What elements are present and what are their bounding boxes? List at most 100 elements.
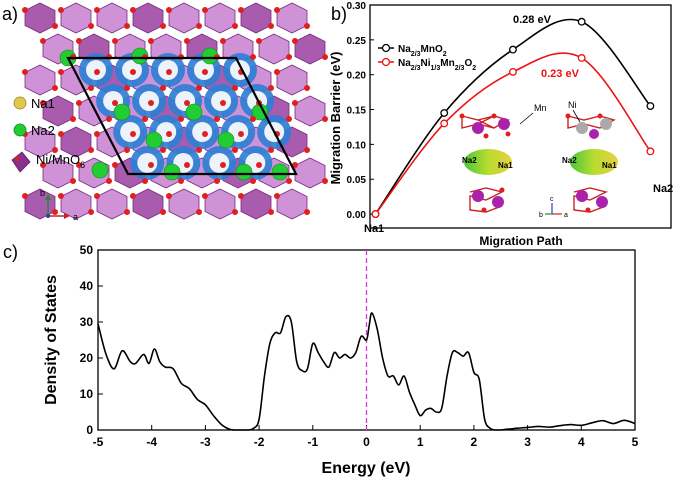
oxygen-atom (202, 193, 208, 199)
dos-y-tick-label: 20 (80, 351, 94, 365)
oxygen-atom (112, 38, 118, 44)
barrier-y-tick-label: 0.25 (347, 36, 367, 47)
oxygen-atom (268, 23, 274, 29)
oxygen-atom (160, 209, 166, 215)
oxygen-atom (178, 116, 184, 122)
oxygen-atom (292, 162, 298, 168)
dos-y-tick-label: 50 (80, 243, 94, 257)
inset-a-label: a (564, 212, 568, 219)
panel-b-label: b) (331, 4, 347, 24)
a-axis-label: a (73, 212, 78, 222)
oxygen-atom (184, 38, 190, 44)
oxygen-atom (124, 209, 130, 215)
oxygen-atom (178, 178, 184, 184)
oxygen-atom (232, 209, 238, 215)
na2-atom (163, 163, 181, 181)
oxygen-atom (106, 116, 112, 122)
oxygen-atom (112, 100, 118, 106)
o-atom (491, 113, 497, 119)
ni-label: Ni (568, 100, 577, 110)
oxygen-atom (88, 209, 94, 215)
o-atom (481, 207, 487, 213)
diffusion-path-tube (570, 149, 618, 175)
o-atom (565, 113, 571, 119)
inset-right-tube: Na2 Na1 (562, 149, 618, 175)
oxygen-atom (232, 85, 238, 91)
oxygen-atom (196, 147, 202, 153)
migration-inset-illustration: Mn Na2 Na1 (459, 100, 618, 219)
oxygen-atom (220, 38, 226, 44)
oxygen-atom (322, 116, 328, 122)
oxygen-atom (238, 7, 244, 13)
oxygen-atom (148, 162, 154, 168)
legend-marker-mno2 (381, 43, 391, 53)
mn-atom (472, 190, 484, 202)
oxygen-atom (268, 147, 274, 153)
oxygen-atom (322, 54, 328, 60)
na2-legend-marker (13, 123, 27, 137)
na1-legend-label: Na1 (31, 96, 55, 111)
diffusion-path-tube (464, 149, 512, 175)
barrier-point (508, 67, 517, 76)
oxygen-atom (76, 38, 82, 44)
dos-x-axis-title: Energy (eV) (322, 460, 411, 477)
legend-label-mno2: Na2/3MnO2 (398, 44, 447, 58)
na2-atom (145, 131, 163, 149)
oxygen-atom (76, 100, 82, 106)
inset-na2-label-right: Na2 (562, 156, 577, 165)
o-atom (499, 187, 505, 193)
oxygen-atom (58, 7, 64, 13)
barrier-y-tick-label: 0.00 (347, 210, 367, 221)
barrier-y-tick-label: 0.20 (347, 71, 367, 82)
oxygen-icon (14, 156, 20, 162)
mn-label-leader (519, 112, 534, 125)
barrier-point (646, 102, 655, 110)
oxygen-atom (58, 193, 64, 199)
oxygen-atom (250, 54, 256, 60)
barrier-y-ticks: 0.00 0.05 0.10 0.15 0.20 0.25 0.30 (347, 1, 374, 221)
dos-y-tick-label: 40 (80, 279, 94, 293)
oxygen-atom (52, 23, 58, 29)
oxygen-atom (184, 100, 190, 106)
peak-label-mno2: 0.28 eV (513, 14, 552, 26)
oxygen-atom (322, 178, 328, 184)
oxygen-atom (94, 69, 100, 75)
oxygen-atom (70, 178, 76, 184)
dos-x-tick-label: 0 (363, 435, 370, 449)
barrier-curve-1 (374, 52, 652, 215)
channel-hole (120, 122, 141, 142)
oxygen-atom (88, 85, 94, 91)
na2-legend-label: Na2 (31, 123, 55, 138)
barrier-series (371, 17, 655, 219)
dos-x-ticks: -5 -4 -3 -2 -1 0 1 2 3 4 5 (93, 425, 639, 449)
oxygen-atom (148, 100, 154, 106)
na2-atom (271, 163, 289, 181)
oxygen-atom (286, 54, 292, 60)
barrier-plot-frame (369, 4, 672, 229)
oxygen-atom (52, 85, 58, 91)
inset-left-top: Mn (459, 103, 547, 139)
path-start-label: Na1 (364, 223, 384, 235)
oxygen-atom (40, 38, 46, 44)
barrier-point (508, 45, 517, 54)
oxygen-atom (22, 193, 28, 199)
na2-atom (113, 103, 131, 121)
oxygen-atom (130, 131, 136, 137)
peak-label-nimno2: 0.23 eV (541, 68, 580, 80)
barrier-y-axis-title: Migration Barrier (eV) (328, 52, 343, 185)
crystal-structure-illustration (22, 2, 328, 220)
barrier-y-tick-label: 0.30 (347, 1, 367, 12)
oxygen-atom (106, 178, 112, 184)
oxygen-atom (286, 178, 292, 184)
unit-cell-outline (66, 56, 298, 176)
channel-hole (137, 153, 158, 173)
oxygen-atom (166, 193, 172, 199)
oxygen-atom (256, 38, 262, 44)
dos-y-tick-label: 30 (80, 315, 94, 329)
oxygen-atom (130, 193, 136, 199)
oxygen-atom (250, 178, 256, 184)
o-atom (585, 207, 591, 213)
b-axis-arrowhead (45, 194, 51, 200)
oxygen-atom (70, 116, 76, 122)
inset-na1-label-right: Na1 (602, 161, 617, 170)
